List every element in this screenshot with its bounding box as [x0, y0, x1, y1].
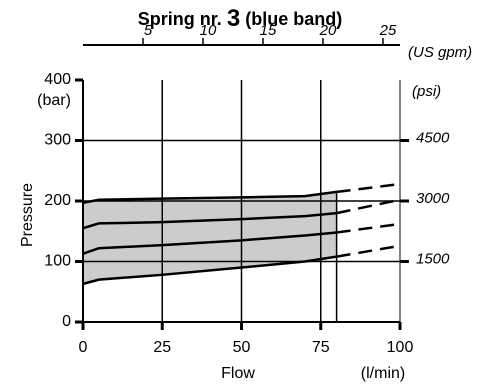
curve: [336, 182, 401, 194]
y2-tick-label: 1500: [416, 250, 450, 267]
y2-axis-unit: (psi): [412, 83, 441, 100]
x2-axis-unit: (US gpm): [408, 44, 472, 61]
y-tick-label: 400: [44, 71, 71, 88]
y2-tick-label: 3000: [416, 190, 450, 207]
y-tick-label: 200: [44, 192, 71, 209]
title-part: (blue band): [245, 9, 342, 29]
x-tick-label: 75: [312, 339, 330, 356]
curve: [336, 198, 401, 215]
x2-tick-label: 5: [144, 22, 153, 39]
y-axis-unit: (bar): [37, 92, 71, 109]
x-tick-label: 50: [233, 339, 251, 356]
curve: [336, 244, 401, 258]
x-axis-label: Flow: [221, 365, 255, 382]
x2-tick-label: 20: [319, 22, 337, 39]
x2-tick-label: 25: [379, 22, 397, 39]
x-tick-label: 100: [387, 339, 414, 356]
y-tick-label: 300: [44, 132, 71, 149]
y-axis-label: Pressure: [19, 183, 36, 247]
x-axis-unit: (l/min): [361, 365, 405, 382]
x2-tick-label: 15: [260, 22, 277, 39]
y2-tick-label: 4500: [416, 129, 450, 146]
y-tick-label: 0: [62, 313, 71, 330]
curve: [82, 211, 337, 230]
x-tick-label: 25: [153, 339, 171, 356]
curve: [336, 222, 401, 234]
curve: [82, 255, 337, 286]
x-tick-label: 0: [79, 339, 88, 356]
title-part: Spring nr.: [138, 9, 222, 29]
title-part: 3: [227, 5, 240, 32]
x2-tick-label: 10: [200, 22, 217, 39]
y-tick-label: 100: [44, 253, 71, 270]
curve: [82, 190, 337, 205]
curve: [82, 231, 337, 255]
chart-title: Spring nr. 3 (blue band): [138, 5, 342, 32]
